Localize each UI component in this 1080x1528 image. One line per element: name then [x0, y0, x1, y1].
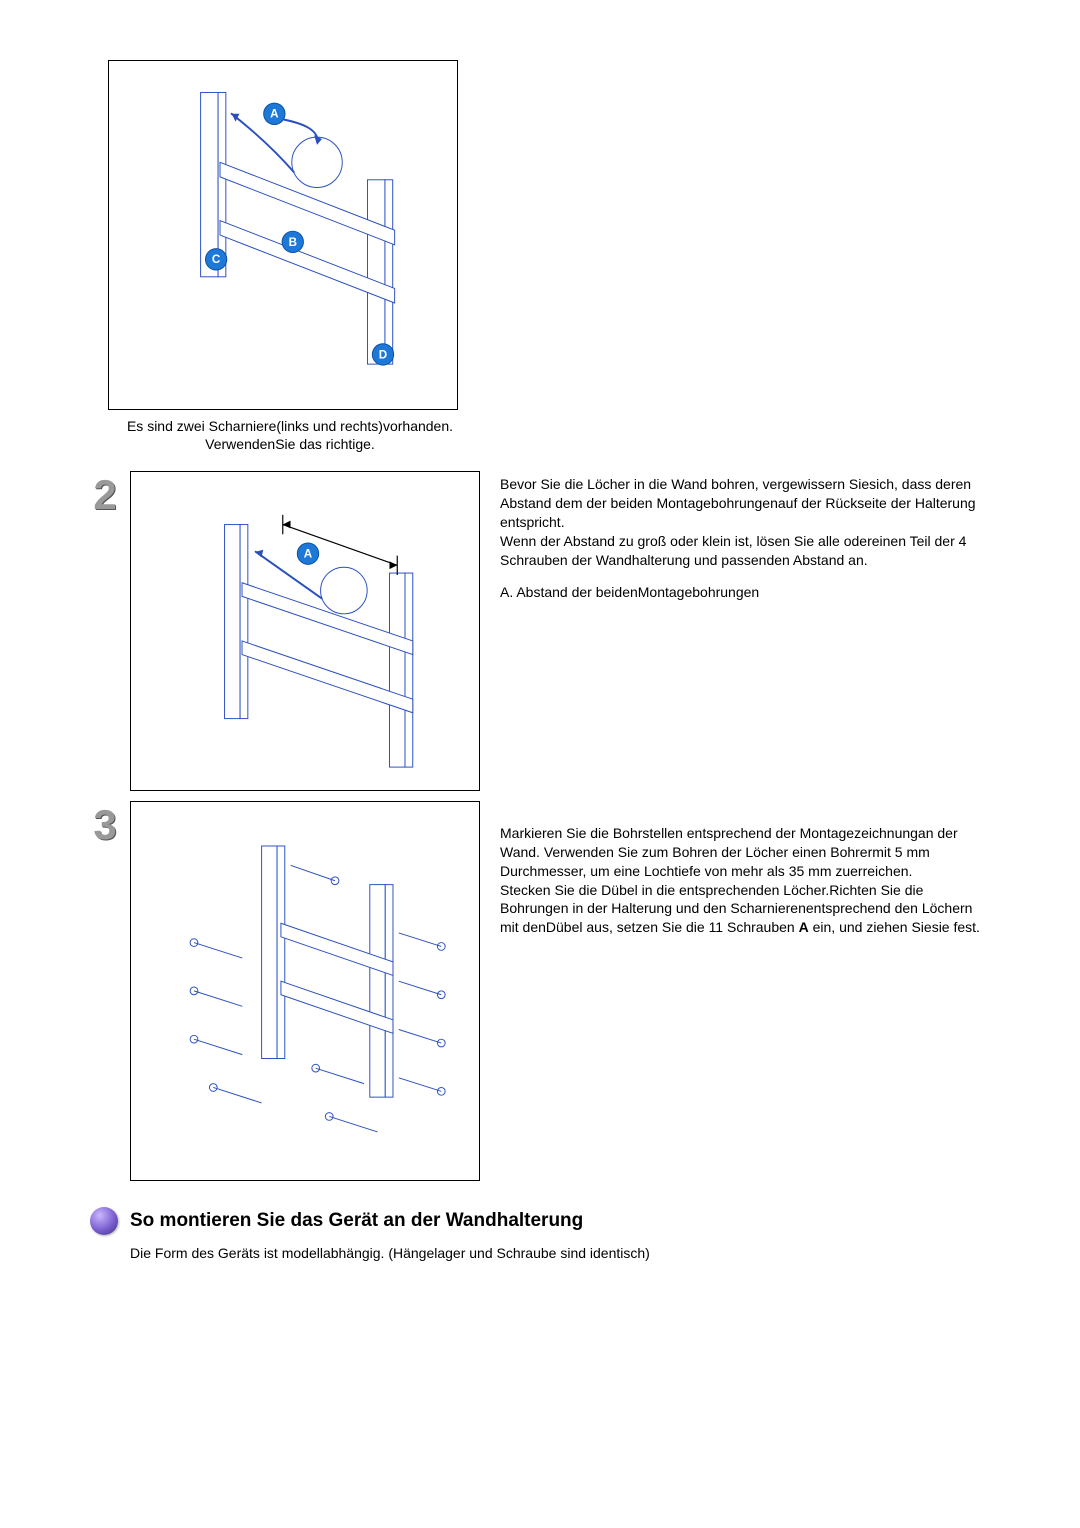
svg-text:A: A [270, 108, 279, 121]
section-header: So montieren Sie das Gerät an der Wandha… [90, 1207, 990, 1235]
step-2-para: Bevor Sie die Löcher in die Wand bohren,… [500, 475, 990, 569]
svg-text:C: C [212, 253, 221, 266]
bullet-sphere-icon [90, 1207, 118, 1235]
figure-2-svg: A [145, 485, 465, 778]
svg-text:A: A [304, 547, 313, 560]
figure-2-marker-a: A [297, 543, 318, 564]
step-2-sub: A. Abstand der beidenMontagebohrungen [500, 583, 990, 602]
figure-1-caption: Es sind zwei Scharniere(links und rechts… [90, 418, 490, 453]
figure-3 [130, 801, 480, 1181]
step-3-bold: A [799, 919, 809, 935]
marker-d: D [372, 344, 393, 365]
step-3-para: Markieren Sie die Bohrstellen entspreche… [500, 805, 990, 937]
figure-1-svg: A B C D [123, 75, 443, 395]
step-3-number: 3 [90, 801, 120, 849]
figure-2: A [130, 471, 480, 791]
svg-text:D: D [379, 348, 387, 361]
step-3-part3: ein, und ziehen Siesie fest. [809, 919, 980, 935]
section-subline: Die Form des Geräts ist modellabhängig. … [130, 1245, 990, 1261]
step-2-number: 2 [90, 471, 120, 519]
section-title: So montieren Sie das Gerät an der Wandha… [130, 1210, 583, 1232]
marker-b: B [282, 231, 303, 252]
figure-3-svg [145, 817, 465, 1165]
svg-text:B: B [288, 236, 296, 249]
page: A B C D Es sind zwei Scharniere(links un… [0, 0, 1080, 1528]
step-2-text: Bevor Sie die Löcher in die Wand bohren,… [480, 471, 990, 616]
marker-a: A [264, 103, 285, 124]
marker-c: C [205, 249, 226, 270]
figure-1: A B C D [108, 60, 458, 410]
step-3-text: Markieren Sie die Bohrstellen entspreche… [480, 801, 990, 951]
